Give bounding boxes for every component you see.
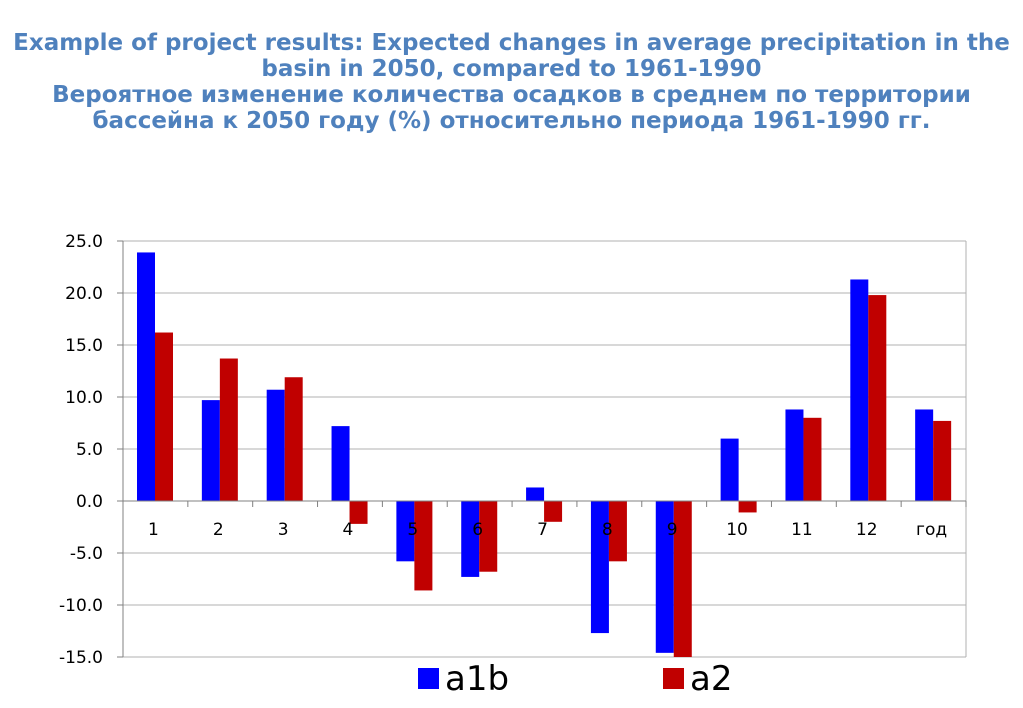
y-tick-label: -15.0 <box>59 648 103 668</box>
legend-label-a2: a2 <box>690 659 732 699</box>
legend: a1b a2 <box>418 659 732 699</box>
bar-a1b <box>720 438 739 501</box>
bar-a2 <box>673 501 692 657</box>
bars <box>137 252 952 657</box>
chart-title: Example of project results: Expected cha… <box>0 30 1023 134</box>
x-category-label: 2 <box>213 520 224 540</box>
bar-a1b <box>850 279 869 501</box>
bar-a1b <box>266 389 285 501</box>
x-category-label: 11 <box>791 520 813 540</box>
legend-swatch-a2 <box>663 668 684 689</box>
bar-a1b <box>526 487 545 501</box>
x-category-label: 3 <box>278 520 289 540</box>
title-line-4: бассейна к 2050 году (%) относительно пе… <box>92 108 931 134</box>
x-category-label: 7 <box>537 520 548 540</box>
y-tick-label: 15.0 <box>65 336 103 356</box>
x-category-label: 5 <box>407 520 418 540</box>
bar-a1b <box>655 501 674 653</box>
x-category-label: 10 <box>726 520 748 540</box>
x-category-label: 8 <box>602 520 613 540</box>
bar-a1b <box>137 252 155 501</box>
bar-a2 <box>738 501 757 513</box>
bar-a2 <box>544 501 563 522</box>
legend-swatch-a1b <box>418 668 439 689</box>
bar-a1b <box>915 409 934 501</box>
x-category-label: год <box>916 520 947 540</box>
y-tick-label: 20.0 <box>65 284 103 304</box>
x-category-label: 1 <box>148 520 159 540</box>
y-tick-label: 5.0 <box>76 440 103 460</box>
title-line-2: basin in 2050, compared to 1961-1990 <box>261 56 762 82</box>
bar-a2 <box>868 295 887 501</box>
bar-a1b <box>396 501 415 562</box>
y-tick-label: 25.0 <box>65 232 103 252</box>
y-tick-label: 10.0 <box>65 388 103 408</box>
bar-a2 <box>284 377 303 501</box>
bar-a1b <box>331 426 350 501</box>
bar-a1b <box>201 400 220 501</box>
x-category-label: 12 <box>856 520 878 540</box>
bar-a2 <box>803 417 822 501</box>
grid-lines <box>123 240 967 658</box>
bar-a1b <box>785 409 804 501</box>
bar-a2 <box>219 358 238 501</box>
bar-a1b <box>590 501 609 634</box>
title-line-3: Вероятное изменение количества осадков в… <box>52 82 971 108</box>
title-line-1: Example of project results: Expected cha… <box>13 30 1010 56</box>
bar-a2 <box>155 332 173 501</box>
bar-a2 <box>933 420 952 501</box>
x-category-label: 9 <box>667 520 678 540</box>
bar-a1b <box>461 501 480 577</box>
bar-a2 <box>414 501 433 591</box>
x-category-label: 4 <box>343 520 354 540</box>
bar-a2 <box>608 501 627 562</box>
bar-a2 <box>479 501 498 572</box>
y-tick-label: -10.0 <box>59 596 103 616</box>
x-category-label: 6 <box>472 520 483 540</box>
y-tick-label: -5.0 <box>70 544 103 564</box>
bar-a2 <box>349 501 368 524</box>
labels: 25.020.015.010.05.00.0-5.0-10.0-15.01 2 3 4… <box>59 232 947 668</box>
legend-label-a1b: a1b <box>445 659 509 699</box>
y-tick-label: 0.0 <box>76 492 103 512</box>
axes <box>117 240 967 658</box>
